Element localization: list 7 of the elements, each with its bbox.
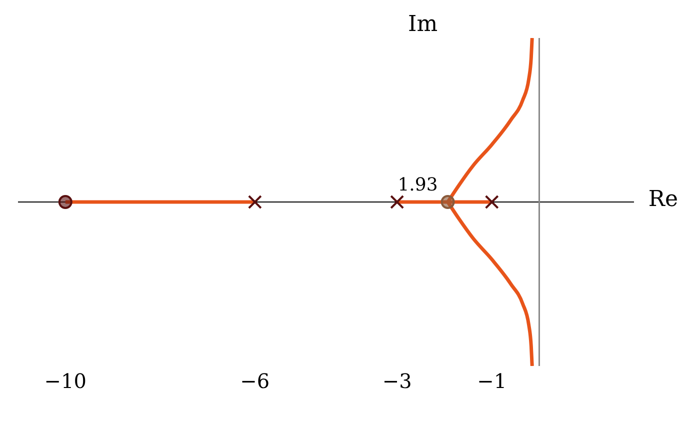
x-tick-label: −3	[382, 369, 412, 394]
x-tick-label: −1	[477, 369, 507, 394]
x-tick-label: −10	[44, 369, 86, 394]
annotation: 1.93	[398, 174, 438, 196]
x-axis-title: Re	[648, 187, 678, 212]
y-axis-title: Im	[408, 12, 438, 37]
x-tick-label: −6	[240, 369, 270, 394]
